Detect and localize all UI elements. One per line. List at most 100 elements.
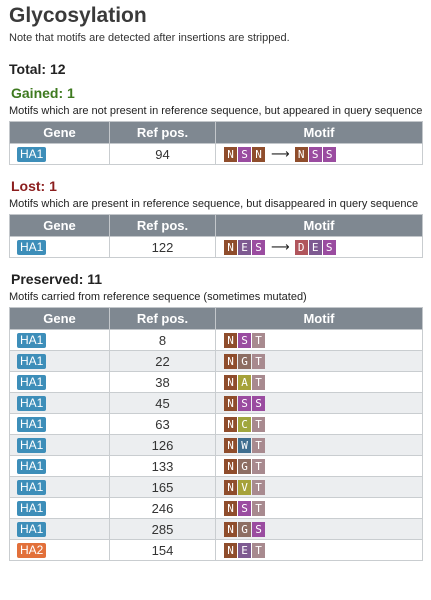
column-header-motif: Motif [215, 214, 423, 237]
gained-title: Gained: 1 [11, 85, 75, 101]
page-title: Glycosylation [9, 4, 147, 27]
amino-acid-n: N [224, 438, 237, 454]
amino-acid-n: N [294, 146, 308, 162]
gene-badge: HA1 [17, 240, 47, 256]
gene-badge: HA1 [17, 354, 47, 370]
ref-pos-cell: 165 [109, 476, 216, 498]
gene-cell: HA1 [9, 434, 110, 456]
motif-cell: N S N ⟶ N S S [215, 143, 423, 165]
amino-acid-n: N [224, 396, 237, 412]
gene-cell: HA1 [9, 497, 110, 519]
note-text: Note that motifs are detected after inse… [9, 32, 290, 44]
table-row: HA1 45 N S S [9, 392, 423, 414]
amino-acid-a: A [238, 375, 251, 391]
gene-cell: HA1 [9, 329, 110, 351]
amino-acid-s: S [238, 396, 251, 412]
column-header-ref-pos: Ref pos. [109, 307, 216, 330]
gene-badge: HA1 [17, 438, 47, 454]
amino-acid-g: G [238, 354, 251, 370]
table-row: HA1 165 N V T [9, 476, 423, 498]
gene-cell: HA1 [9, 371, 110, 393]
amino-acid-n: N [224, 543, 237, 559]
column-header-ref-pos: Ref pos. [109, 121, 216, 144]
amino-acid-t: T [252, 417, 265, 433]
ref-pos-cell: 133 [109, 455, 216, 477]
amino-acid-t: T [252, 543, 265, 559]
amino-acid-s: S [238, 333, 251, 349]
ref-pos-cell: 22 [109, 350, 216, 372]
gene-cell: HA1 [9, 476, 110, 498]
table-row: HA1 285 N G S [9, 518, 423, 540]
amino-acid-n: N [224, 354, 237, 370]
table-row: HA1 122 N E S ⟶ D E S [9, 236, 423, 258]
gene-badge: HA1 [17, 501, 47, 517]
ref-pos-cell: 63 [109, 413, 216, 435]
amino-acid-n: N [252, 146, 265, 162]
column-header-motif: Motif [215, 307, 423, 330]
gene-badge: HA1 [17, 333, 47, 349]
amino-acid-e: E [238, 543, 251, 559]
amino-acid-c: C [238, 417, 251, 433]
amino-acid-n: N [224, 501, 237, 517]
amino-acid-n: N [224, 522, 237, 538]
gene-cell: HA2 [9, 539, 110, 561]
preserved-description: Motifs carried from reference sequence (… [9, 291, 307, 303]
amino-acid-s: S [252, 396, 265, 412]
amino-acid-n: N [224, 239, 237, 255]
ref-pos-cell: 122 [109, 236, 216, 258]
table-row: HA1 38 N A T [9, 371, 423, 393]
column-header-gene: Gene [9, 307, 110, 330]
gained-description: Motifs which are not present in referenc… [9, 105, 423, 117]
table-row: HA1 8 N S T [9, 329, 423, 351]
gene-badge: HA2 [17, 543, 47, 559]
lost-description: Motifs which are present in reference se… [9, 198, 419, 210]
amino-acid-t: T [252, 354, 265, 370]
amino-acid-e: E [308, 239, 322, 255]
amino-acid-t: T [252, 438, 265, 454]
amino-acid-t: T [252, 459, 265, 475]
ref-pos-cell: 246 [109, 497, 216, 519]
amino-acid-t: T [252, 375, 265, 391]
gene-cell: HA1 [9, 392, 110, 414]
gene-badge: HA1 [17, 417, 47, 433]
preserved-table-body: HA1 8 N S T HA1 22 N G T HA1 38 N A T HA1 45 N S S HA1 63 N C T H… [9, 329, 423, 561]
ref-pos-cell: 94 [109, 143, 216, 165]
gene-badge: HA1 [17, 522, 47, 538]
amino-acid-t: T [252, 333, 265, 349]
lost-title: Lost: 1 [11, 178, 57, 194]
amino-acid-s: S [252, 522, 265, 538]
amino-acid-s: S [308, 146, 322, 162]
amino-acid-n: N [224, 480, 237, 496]
gene-cell: HA1 [9, 143, 110, 165]
column-header-gene: Gene [9, 214, 110, 237]
table-row: HA1 246 N S T [9, 497, 423, 519]
total-count: Total: 12 [9, 61, 66, 77]
amino-acid-t: T [252, 480, 265, 496]
gene-badge: HA1 [17, 480, 47, 496]
gene-badge: HA1 [17, 396, 47, 412]
amino-acid-s: S [322, 146, 336, 162]
glycosylation-panel: Glycosylation Note that motifs are detec… [9, 4, 423, 561]
ref-pos-cell: 154 [109, 539, 216, 561]
table-row: HA1 133 N G T [9, 455, 423, 477]
amino-acid-n: N [224, 459, 237, 475]
gene-cell: HA1 [9, 413, 110, 435]
motif-cell: N E S ⟶ D E S [215, 236, 423, 258]
arrow-icon: ⟶ [271, 239, 290, 255]
amino-acid-g: G [238, 522, 251, 538]
table-row: HA1 63 N C T [9, 413, 423, 435]
lost-table-body: HA1 122 N E S ⟶ D E S [9, 236, 423, 258]
gene-cell: HA1 [9, 518, 110, 540]
amino-acid-w: W [238, 438, 251, 454]
amino-acid-t: T [252, 501, 265, 517]
amino-acid-v: V [238, 480, 251, 496]
